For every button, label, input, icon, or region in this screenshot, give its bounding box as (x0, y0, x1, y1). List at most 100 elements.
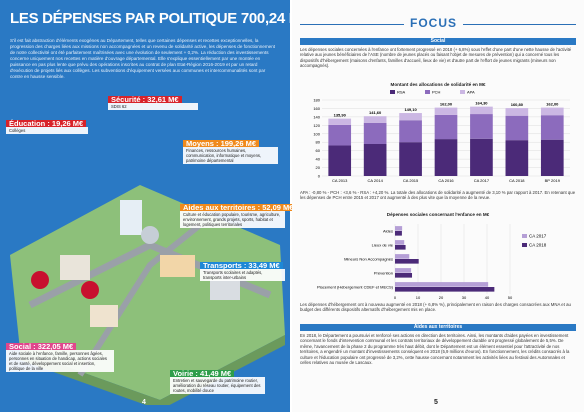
bar-segment (505, 108, 529, 116)
note: APA : -0,80 % - PCH : +3,6 % - RSA : +4,… (300, 190, 576, 201)
bar-segment (399, 142, 422, 176)
building (120, 200, 142, 235)
x-tick-label: CA 2018 (509, 178, 525, 183)
total-label: 162,00 (440, 102, 453, 107)
x-tick-label: CA 2015 (403, 178, 419, 183)
bar-segment (505, 115, 529, 141)
bar (395, 231, 402, 236)
legend-swatch (522, 234, 527, 238)
legend-label: CA 2017 (529, 234, 547, 239)
y-tick-label: 140 (313, 114, 320, 119)
island (10, 185, 285, 400)
bar-segment (363, 143, 387, 176)
callout-label: Transports : 33,49 M€ (200, 262, 283, 269)
note: Les dépenses d'hébergement ont à nouveau… (300, 302, 571, 313)
y-tick-label: 60 (316, 148, 321, 153)
x-tick-label: CA 2014 (367, 178, 383, 183)
bar (395, 254, 410, 259)
callout-detail: Aide sociale à l'enfance, famille, perso… (6, 350, 114, 372)
intro: S'il est fait abstraction d'éléments exo… (10, 38, 276, 79)
x-tick-label: BP 2019 (545, 178, 561, 183)
bar-segment (328, 145, 352, 176)
legend-swatch (390, 90, 395, 94)
callout-detail: SDIS 62 (108, 103, 198, 110)
road (77, 222, 202, 377)
y-tick-label: Lieux de vie (372, 243, 394, 248)
chart: 0 10 20 30 40 50 Aides Lieux de vie Mineurs Non … (317, 224, 547, 300)
callout-detail: Entretien et sauvegarde du patrimoine ro… (170, 377, 265, 394)
bar-segment (434, 107, 458, 115)
callout-label: Social : 322,05 M€ (6, 343, 77, 350)
illustration (10, 185, 285, 405)
bar-segment (363, 116, 387, 123)
bar-segment (328, 118, 352, 125)
y-tick-label: Placement (Hébergement CDEF et MECS) (317, 285, 394, 290)
legend-label: APA (467, 90, 475, 95)
chart-title: Dépenses sociales concernant l'enfance e… (386, 212, 490, 217)
bar-segment (328, 124, 352, 146)
bar (395, 287, 495, 292)
callout-label: Moyens : 199,26 M€ (183, 140, 260, 147)
y-tick-label: 80 (316, 140, 321, 145)
building (60, 255, 90, 280)
callout: Éducation : 19,26 M€ Collèges (6, 120, 88, 134)
x-tick-label: 30 (462, 295, 467, 300)
bar (395, 282, 489, 287)
bar-segment (540, 139, 564, 176)
section-bar: Social (300, 38, 576, 45)
y-tick-label: 120 (313, 123, 320, 128)
right-page: FOCUS Social Les dépenses sociales conce… (292, 0, 584, 412)
callout-detail: Culture et éducation populaire, tourisme… (180, 211, 285, 228)
y-tick-label: 180 (313, 98, 320, 103)
total-label: 162,00 (546, 102, 559, 107)
legend-swatch (460, 90, 465, 94)
page-number: 5 (434, 399, 438, 406)
bar-segment (434, 139, 458, 176)
callout-detail: Transports scolaires et adaptés, transpo… (200, 269, 285, 281)
y-tick-label: 160 (313, 106, 320, 111)
total-label: 149,10 (404, 107, 417, 112)
y-tick-label: 40 (316, 157, 321, 162)
x-tick-label: CA 2016 (438, 178, 454, 183)
bar (395, 245, 406, 250)
x-tick-label: CA 2017 (474, 178, 490, 183)
social-text: Les dépenses sociales concernées à l'enf… (300, 47, 572, 69)
callout-label: Voirie : 41,49 M€ (170, 370, 235, 377)
bar-segment (470, 114, 493, 139)
rsa-sign (81, 281, 99, 299)
bar-segment (470, 138, 493, 176)
legend-label: RSA (397, 90, 406, 95)
building (210, 280, 240, 300)
bar-segment (399, 120, 422, 143)
y-tick-label: Aides (383, 229, 393, 234)
section-bar: Aides aux territoires (300, 324, 576, 331)
legend-swatch (522, 243, 527, 247)
focus-header: FOCUS (404, 16, 463, 30)
total-label: 164,30 (475, 101, 488, 106)
bar (395, 226, 403, 231)
callout: Moyens : 199,26 M€ Finances, ressources h… (183, 140, 278, 164)
bar (395, 268, 412, 273)
title-text: LES DÉPENSES PAR POLITIQUE (10, 10, 237, 27)
x-tick-label: 20 (439, 295, 444, 300)
bar-segment (363, 122, 387, 144)
callout-label: Sécurité : 32,61 M€ (108, 96, 182, 103)
chart: 0 20 40 60 80 100 120 140 160 180 RSA PCH APA 135,90 C… (313, 90, 570, 183)
callout: Sécurité : 32,61 M€ SDIS 62 (108, 96, 198, 110)
x-tick-label: 40 (485, 295, 490, 300)
bar-segment (399, 113, 422, 121)
x-tick-label: 0 (394, 295, 397, 300)
page-number: 4 (142, 399, 146, 406)
bar-segment (540, 107, 564, 116)
callout: Aides aux territoires : 52,09 M€ Culture … (180, 204, 297, 228)
bar-segment (434, 114, 458, 140)
bar-segment (505, 140, 529, 176)
bar-segment (540, 115, 564, 140)
apa-sign (31, 271, 49, 289)
callout-detail: Finances, ressources humaines, communica… (183, 147, 278, 164)
y-tick-label: 0 (318, 174, 321, 179)
bar-segment (470, 106, 493, 115)
callout: Social : 322,05 M€ Aide sociale à l'enfan… (6, 343, 114, 372)
bar (395, 273, 413, 278)
